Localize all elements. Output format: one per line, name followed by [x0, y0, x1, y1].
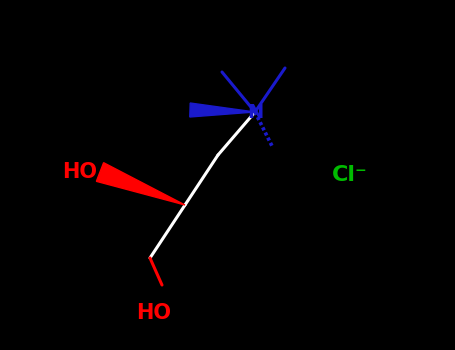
Polygon shape — [96, 163, 185, 205]
Text: HO: HO — [62, 162, 97, 182]
Text: N: N — [247, 103, 263, 121]
Text: Cl⁻: Cl⁻ — [332, 165, 368, 185]
Text: HO: HO — [136, 303, 172, 323]
Polygon shape — [190, 103, 255, 117]
